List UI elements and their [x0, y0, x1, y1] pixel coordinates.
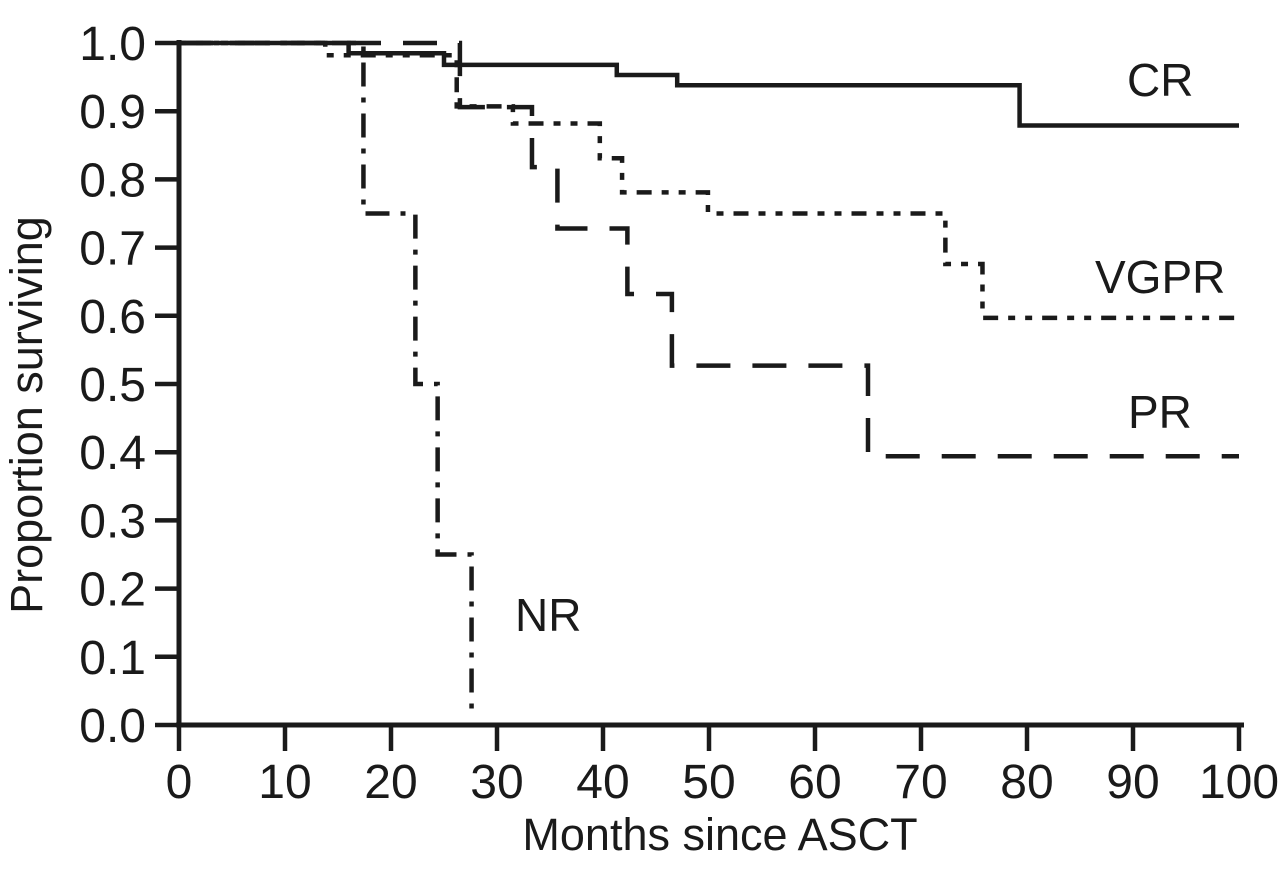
curve-pr [179, 40, 1239, 459]
x-tick-label: 90 [1106, 756, 1159, 809]
x-tick-label: 60 [788, 756, 841, 809]
curves [179, 40, 1239, 712]
y-tick-label: 0.9 [79, 86, 146, 139]
curve-label-cr: CR [1127, 54, 1193, 106]
x-tick-label: 0 [166, 756, 193, 809]
x-tick-label: 80 [1000, 756, 1053, 809]
curve-label-nr: NR [515, 589, 581, 641]
y-tick-label: 0.4 [79, 427, 146, 480]
curve-label-vgpr: VGPR [1095, 251, 1225, 303]
x-tick-label: 50 [682, 756, 735, 809]
x-tick-label: 20 [364, 756, 417, 809]
y-axis-title: Proportion surviving [1, 216, 52, 614]
y-tick-label: 0.0 [79, 700, 146, 753]
x-tick-label: 70 [894, 756, 947, 809]
curve-nr [179, 40, 474, 712]
y-tick-label: 0.3 [79, 495, 146, 548]
x-tick-label: 10 [258, 756, 311, 809]
ticks: 1.0 0.9 0.8 0.7 0.6 0.5 0.4 0.3 0.2 0.1 0.0 0 10 20 30… [79, 18, 1279, 809]
x-tick-label: 100 [1199, 756, 1279, 809]
x-axis-title: Months since ASCT [522, 809, 917, 860]
x-tick-label: 40 [576, 756, 629, 809]
axes [176, 40, 1244, 728]
curve-labels: CR VGPR PR NR [515, 54, 1225, 641]
y-tick-label: 0.1 [79, 632, 146, 685]
y-tick-label: 0.2 [79, 564, 146, 617]
x-tick-label: 30 [470, 756, 523, 809]
curve-cr [179, 40, 1239, 128]
y-tick-label: 0.6 [79, 291, 146, 344]
y-tick-label: 1.0 [79, 18, 146, 71]
curve-label-pr: PR [1128, 386, 1192, 438]
y-tick-label: 0.8 [79, 154, 146, 207]
y-tick-label: 0.7 [79, 223, 146, 276]
y-tick-label: 0.5 [79, 359, 146, 412]
